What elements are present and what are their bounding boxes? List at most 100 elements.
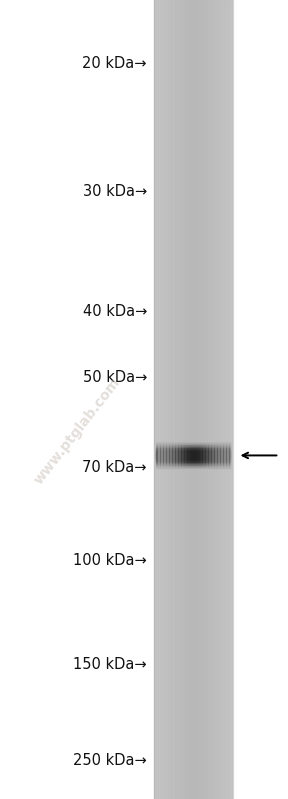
Bar — [219, 443, 221, 468]
Bar — [221, 443, 222, 468]
Bar — [204, 443, 206, 468]
Bar — [167, 0, 169, 799]
Bar — [173, 443, 174, 468]
Bar — [210, 443, 212, 468]
Bar — [173, 0, 175, 799]
Bar — [201, 443, 203, 468]
Bar — [223, 0, 225, 799]
Bar — [159, 443, 161, 468]
Bar — [189, 443, 191, 468]
Bar — [186, 443, 188, 468]
Bar — [227, 0, 229, 799]
Bar — [157, 0, 159, 799]
Bar — [198, 443, 200, 468]
Bar — [225, 0, 227, 799]
Text: 50 kDa→: 50 kDa→ — [82, 370, 147, 384]
Bar — [175, 0, 177, 799]
Bar — [165, 0, 167, 799]
Bar — [159, 0, 161, 799]
Bar — [182, 443, 183, 468]
Bar — [206, 443, 207, 468]
Bar — [219, 0, 221, 799]
Bar — [195, 443, 197, 468]
Bar — [209, 443, 210, 468]
Bar — [155, 0, 157, 799]
Bar — [224, 443, 225, 468]
Text: 20 kDa→: 20 kDa→ — [82, 57, 147, 71]
Bar — [194, 443, 195, 468]
Bar — [222, 443, 224, 468]
Bar — [188, 0, 190, 799]
Bar — [167, 443, 168, 468]
Bar — [203, 443, 204, 468]
Bar — [209, 0, 211, 799]
Bar — [190, 0, 192, 799]
Bar — [174, 443, 176, 468]
Bar — [179, 443, 180, 468]
Bar — [186, 0, 188, 799]
Bar — [216, 443, 218, 468]
Bar — [176, 443, 177, 468]
Bar — [180, 443, 182, 468]
Bar — [191, 443, 192, 468]
Text: 150 kDa→: 150 kDa→ — [73, 658, 147, 672]
Bar — [212, 443, 213, 468]
Bar — [154, 0, 232, 799]
Bar — [188, 443, 189, 468]
Bar — [185, 443, 186, 468]
Text: 250 kDa→: 250 kDa→ — [73, 753, 147, 768]
Bar — [169, 0, 170, 799]
Text: www.ptglab.com: www.ptglab.com — [32, 376, 124, 487]
Bar — [192, 443, 194, 468]
Bar — [170, 443, 171, 468]
Bar — [197, 443, 198, 468]
Bar — [158, 443, 159, 468]
Bar — [231, 0, 233, 799]
Bar — [192, 0, 194, 799]
Bar — [228, 443, 230, 468]
Text: 100 kDa→: 100 kDa→ — [73, 554, 147, 568]
Bar — [168, 443, 170, 468]
Bar — [215, 443, 216, 468]
Bar — [207, 443, 209, 468]
Bar — [196, 0, 198, 799]
Bar — [163, 0, 165, 799]
Bar — [204, 0, 206, 799]
Bar — [171, 443, 173, 468]
Bar — [200, 0, 202, 799]
Bar — [225, 443, 227, 468]
Bar — [198, 0, 200, 799]
Bar — [177, 443, 179, 468]
Bar — [227, 443, 228, 468]
Bar — [213, 0, 215, 799]
Text: 40 kDa→: 40 kDa→ — [82, 304, 147, 319]
Bar — [161, 443, 162, 468]
Bar — [156, 443, 158, 468]
Bar — [182, 0, 184, 799]
Bar — [184, 0, 186, 799]
Bar — [202, 0, 204, 799]
Bar — [229, 0, 231, 799]
Bar — [178, 0, 180, 799]
Bar — [221, 0, 223, 799]
Bar — [170, 0, 173, 799]
Bar — [218, 443, 219, 468]
Bar — [215, 0, 217, 799]
Bar — [206, 0, 208, 799]
Bar — [194, 0, 196, 799]
Bar — [211, 0, 213, 799]
Bar — [162, 443, 164, 468]
Text: 70 kDa→: 70 kDa→ — [82, 460, 147, 475]
Bar — [161, 0, 163, 799]
Bar — [165, 443, 167, 468]
Text: 30 kDa→: 30 kDa→ — [83, 185, 147, 199]
Bar — [217, 0, 219, 799]
Bar — [200, 443, 201, 468]
Bar — [177, 0, 178, 799]
Bar — [180, 0, 182, 799]
Bar — [164, 443, 165, 468]
Bar — [183, 443, 185, 468]
Bar — [213, 443, 215, 468]
Bar — [208, 0, 209, 799]
Bar — [230, 443, 231, 468]
